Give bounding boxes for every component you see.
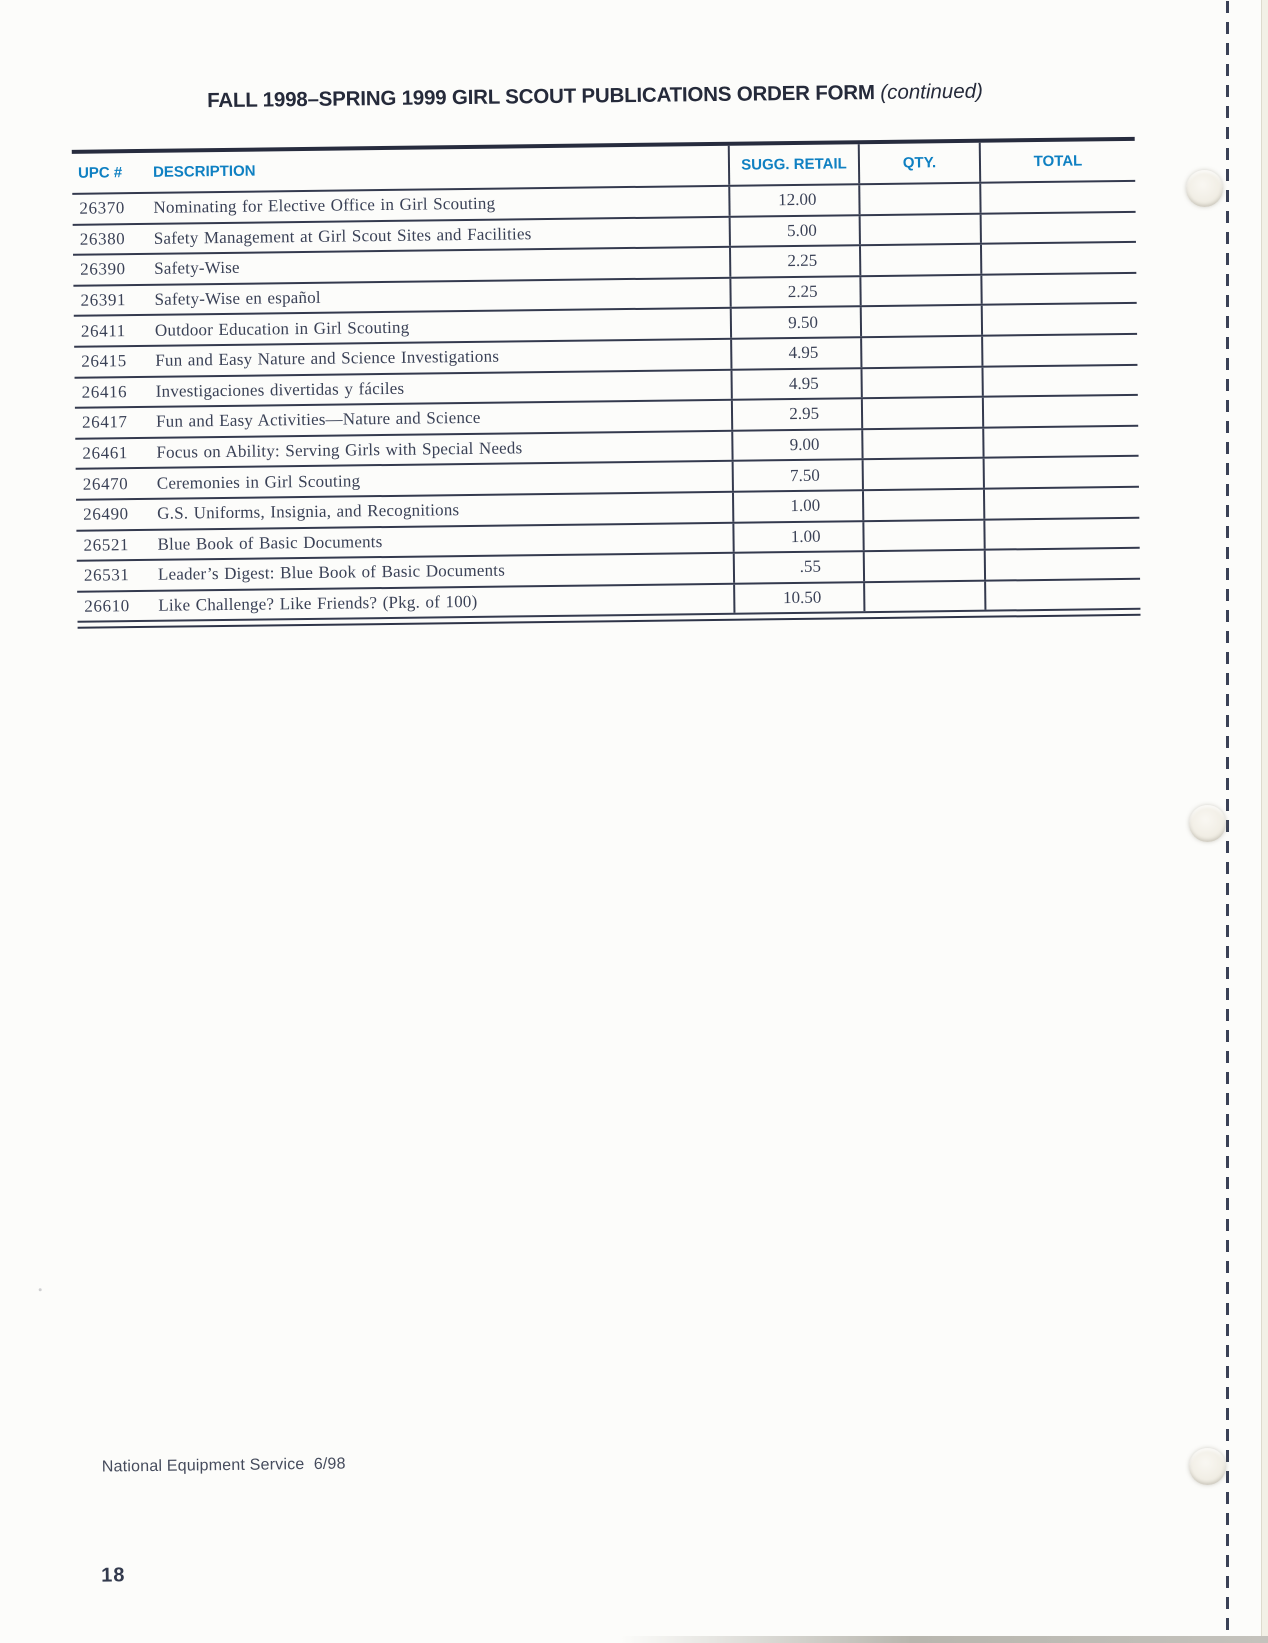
qty-cell — [859, 306, 982, 337]
upc-cell: 26490 — [83, 504, 129, 524]
footer-imprint: National Equipment Service 6/98 — [101, 1455, 346, 1476]
table-body: 26370 Nominating for Elective Office in G… — [72, 181, 1141, 624]
qty-cell — [861, 459, 983, 490]
page-number: 18 — [101, 1564, 126, 1587]
description-cell: Safety-Wise — [154, 258, 240, 279]
description-cell: Safety Management at Girl Scout Sites an… — [153, 224, 532, 248]
qty-cell — [862, 520, 984, 551]
total-cell — [982, 426, 1139, 458]
upc-cell: 26380 — [79, 229, 126, 249]
description-cell: G.S. Uniforms, Insignia, and Recognition… — [157, 500, 460, 524]
column-header-total: TOTAL — [1033, 152, 1083, 171]
upc-cell: 26470 — [82, 473, 129, 494]
total-cell — [982, 457, 1139, 488]
sugg-retail-cell: .55 — [732, 552, 864, 583]
sugg-retail-cell: 2.25 — [729, 246, 860, 277]
sugg-retail-cell: 12.00 — [728, 185, 859, 216]
description-cell: Ceremonies in Girl Scouting — [156, 470, 361, 493]
upc-cell: 26411 — [80, 320, 126, 341]
upc-cell: 26370 — [79, 198, 126, 219]
total-cell — [983, 518, 1140, 549]
total-cell — [981, 365, 1138, 396]
qty-cell — [863, 581, 985, 612]
header-cell-qty: QTY. — [857, 142, 980, 184]
header-cell-total: TOTAL — [978, 140, 1136, 182]
qty-cell — [860, 336, 982, 367]
total-cell — [980, 304, 1138, 335]
page-title-main: FALL 1998–SPRING 1999 GIRL SCOUT PUBLICA… — [207, 81, 875, 113]
upc-cell: 26416 — [81, 382, 128, 402]
column-header-description: DESCRIPTION — [152, 162, 256, 181]
description-cell: Like Challenge? Like Friends? (Pkg. of 1… — [158, 591, 478, 615]
qty-cell — [861, 489, 984, 520]
punch-hole-bottom — [1189, 1448, 1226, 1485]
total-cell — [983, 548, 1141, 580]
sugg-retail-cell: 4.95 — [730, 338, 861, 369]
punch-hole-middle — [1189, 805, 1226, 842]
column-header-upc: UPC # — [77, 164, 123, 182]
column-header-sugg-retail: SUGG. RETAIL — [741, 155, 847, 174]
column-header-qty: QTY. — [902, 154, 937, 172]
qty-cell — [859, 275, 981, 306]
page-title: FALL 1998–SPRING 1999 GIRL SCOUT PUBLICA… — [207, 80, 983, 113]
description-cell: Nominating for Elective Office in Girl S… — [153, 193, 496, 218]
upc-cell: 26461 — [82, 443, 129, 463]
publications-order-table: UPC # DESCRIPTION SUGG. RETAIL QTY. TOTA… — [71, 136, 1141, 630]
sugg-retail-cell: 4.95 — [730, 368, 861, 399]
sugg-retail-cell: 1.00 — [731, 491, 863, 522]
description-cell: Fun and Easy Nature and Science Investig… — [155, 346, 500, 371]
header-cell-upc-description: UPC # DESCRIPTION — [72, 146, 728, 193]
description-cell: Outdoor Education in Girl Scouting — [154, 317, 410, 340]
sugg-retail-cell: 2.25 — [729, 276, 860, 308]
description-cell: Blue Book of Basic Documents — [157, 531, 383, 554]
upc-cell: 26521 — [83, 534, 130, 555]
qty-cell — [858, 183, 980, 214]
sugg-retail-cell: 7.50 — [731, 460, 862, 491]
sugg-retail-cell: 1.00 — [732, 521, 863, 552]
total-cell — [981, 395, 1139, 427]
sugg-retail-cell: 2.95 — [730, 399, 862, 430]
upc-cell: 26391 — [80, 290, 127, 310]
total-cell — [979, 243, 1137, 274]
upc-cell: 26415 — [81, 351, 127, 371]
description-cell: Investigaciones divertidas y fáciles — [155, 378, 405, 401]
qty-cell — [858, 214, 980, 245]
total-cell — [984, 579, 1141, 611]
qty-cell — [862, 550, 985, 581]
scan-speck — [38, 1288, 42, 1292]
upc-cell: 26390 — [80, 259, 126, 280]
sugg-retail-cell: 9.50 — [729, 307, 861, 338]
total-cell — [979, 212, 1136, 243]
scan-right-edge — [1261, 0, 1268, 1643]
sugg-retail-cell: 9.00 — [731, 429, 862, 461]
upc-cell: 26531 — [83, 565, 130, 586]
total-cell — [982, 487, 1140, 519]
page-title-continued-note: (continued) — [880, 79, 984, 104]
scan-bottom-edge — [620, 1636, 1268, 1643]
total-cell — [981, 334, 1138, 366]
upc-cell: 26417 — [81, 412, 128, 433]
description-cell: Leader’s Digest: Blue Book of Basic Docu… — [157, 560, 506, 585]
page-edge-dashed-line — [1226, 0, 1229, 1643]
description-cell: Focus on Ability: Serving Girls with Spe… — [156, 438, 523, 462]
qty-cell — [858, 244, 981, 275]
sugg-retail-cell: 10.50 — [733, 582, 864, 614]
upc-cell: 26610 — [84, 596, 130, 616]
qty-cell — [860, 367, 982, 398]
sugg-retail-cell: 5.00 — [728, 215, 859, 246]
total-cell — [979, 181, 1136, 213]
punch-hole-top — [1186, 170, 1223, 207]
qty-cell — [860, 397, 983, 428]
header-cell-sugg-retail: SUGG. RETAIL — [727, 144, 859, 185]
description-cell: Safety-Wise en español — [154, 287, 321, 309]
description-cell: Fun and Easy Activities—Nature and Scien… — [155, 408, 481, 432]
total-cell — [980, 273, 1137, 305]
qty-cell — [861, 428, 983, 459]
